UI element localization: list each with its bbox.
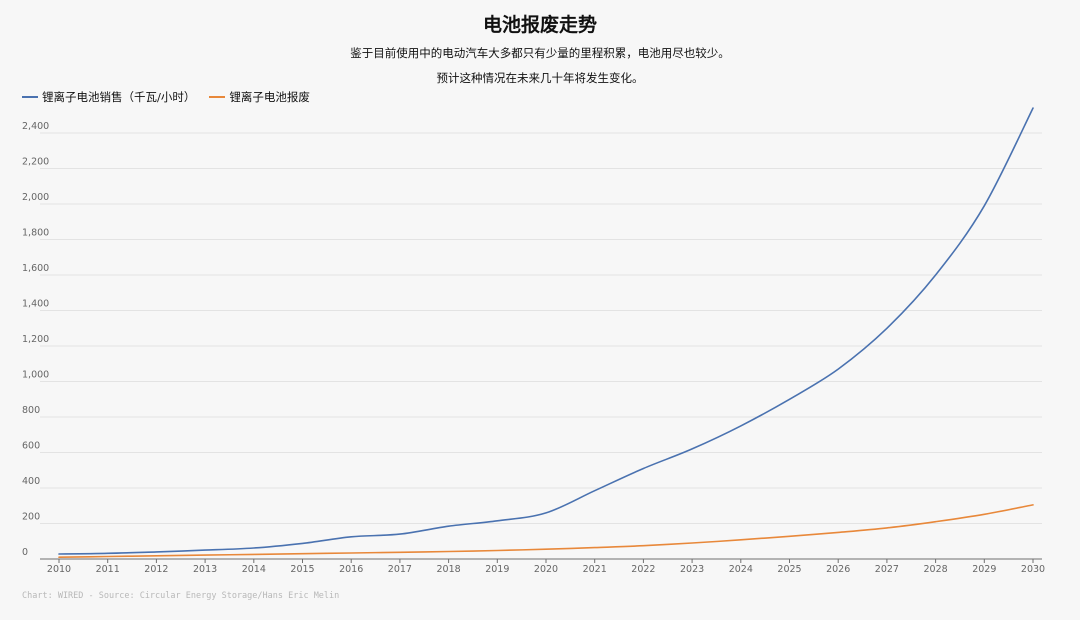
x-tick-label: 2028 xyxy=(924,564,948,575)
legend-swatch-scrap xyxy=(209,96,226,98)
y-tick-label: 1,600 xyxy=(22,263,49,274)
y-tick-label: 1,400 xyxy=(22,299,49,310)
y-tick-label: 600 xyxy=(22,441,40,452)
x-tick-label: 2024 xyxy=(729,564,753,575)
x-tick-label: 2019 xyxy=(485,564,509,575)
y-tick-label: 800 xyxy=(22,405,40,416)
series-line-scrap xyxy=(58,504,1034,558)
y-axis-tick-labels: 0 200 400 600 800 1,000 1,200 1,400 1,600 1,800 2,… xyxy=(22,121,49,558)
x-tick-label: 2013 xyxy=(193,564,217,575)
x-tick-label: 2030 xyxy=(1021,564,1045,575)
series-line-sales xyxy=(58,107,1034,555)
y-tick-label: 200 xyxy=(22,512,40,523)
y-tick-label: 2,000 xyxy=(22,192,49,203)
y-tick-label: 400 xyxy=(22,476,40,487)
x-tick-label: 2018 xyxy=(437,564,461,575)
legend-item-sales: 锂离子电池销售（千瓦/小时） xyxy=(22,89,195,105)
y-tick-label: 0 xyxy=(22,547,28,558)
chart-source-note: Chart: WIRED - Source: Circular Energy S… xyxy=(22,591,340,601)
legend-item-scrap: 锂离子电池报废 xyxy=(209,89,310,105)
x-tick-label: 2010 xyxy=(47,564,71,575)
chart-subtitle-line-2: 预计这种情况在未来几十年将发生变化。 xyxy=(436,71,644,85)
x-tick-label: 2012 xyxy=(144,564,168,575)
y-tick-label: 2,400 xyxy=(22,121,49,132)
x-tick-label: 2017 xyxy=(388,564,412,575)
x-tick-label: 2020 xyxy=(534,564,558,575)
x-axis-tick-labels: 2010 2011 2012 2013 2014 2015 2016 2017 2018 2019… xyxy=(47,559,1045,575)
x-tick-label: 2022 xyxy=(631,564,655,575)
chart-gridlines xyxy=(40,132,1042,560)
x-tick-label: 2011 xyxy=(96,564,120,575)
legend-swatch-sales xyxy=(22,96,38,98)
x-tick-label: 2023 xyxy=(680,564,704,575)
chart-series-lines xyxy=(58,107,1034,558)
x-tick-label: 2016 xyxy=(339,564,363,575)
y-tick-label: 2,200 xyxy=(22,157,49,168)
y-tick-label: 1,200 xyxy=(22,334,49,345)
chart-title: 电池报废走势 xyxy=(482,14,597,36)
legend-label-sales: 锂离子电池销售（千瓦/小时） xyxy=(42,90,196,104)
x-tick-label: 2026 xyxy=(826,564,850,575)
y-tick-label: 1,800 xyxy=(22,228,49,239)
chart-subtitle-line-1: 鉴于目前使用中的电动汽车大多都只有少量的里程积累，电池用尽也较少。 xyxy=(350,46,730,60)
x-tick-label: 2021 xyxy=(583,564,607,575)
x-tick-label: 2029 xyxy=(972,564,996,575)
legend-label-scrap: 锂离子电池报废 xyxy=(229,90,310,104)
chart-legend: 锂离子电池销售（千瓦/小时） 锂离子电池报废 xyxy=(22,89,310,105)
x-tick-label: 2025 xyxy=(777,564,801,575)
x-tick-label: 2015 xyxy=(290,564,314,575)
x-tick-label: 2027 xyxy=(875,564,899,575)
y-tick-label: 1,000 xyxy=(22,370,49,381)
x-tick-label: 2014 xyxy=(242,564,266,575)
